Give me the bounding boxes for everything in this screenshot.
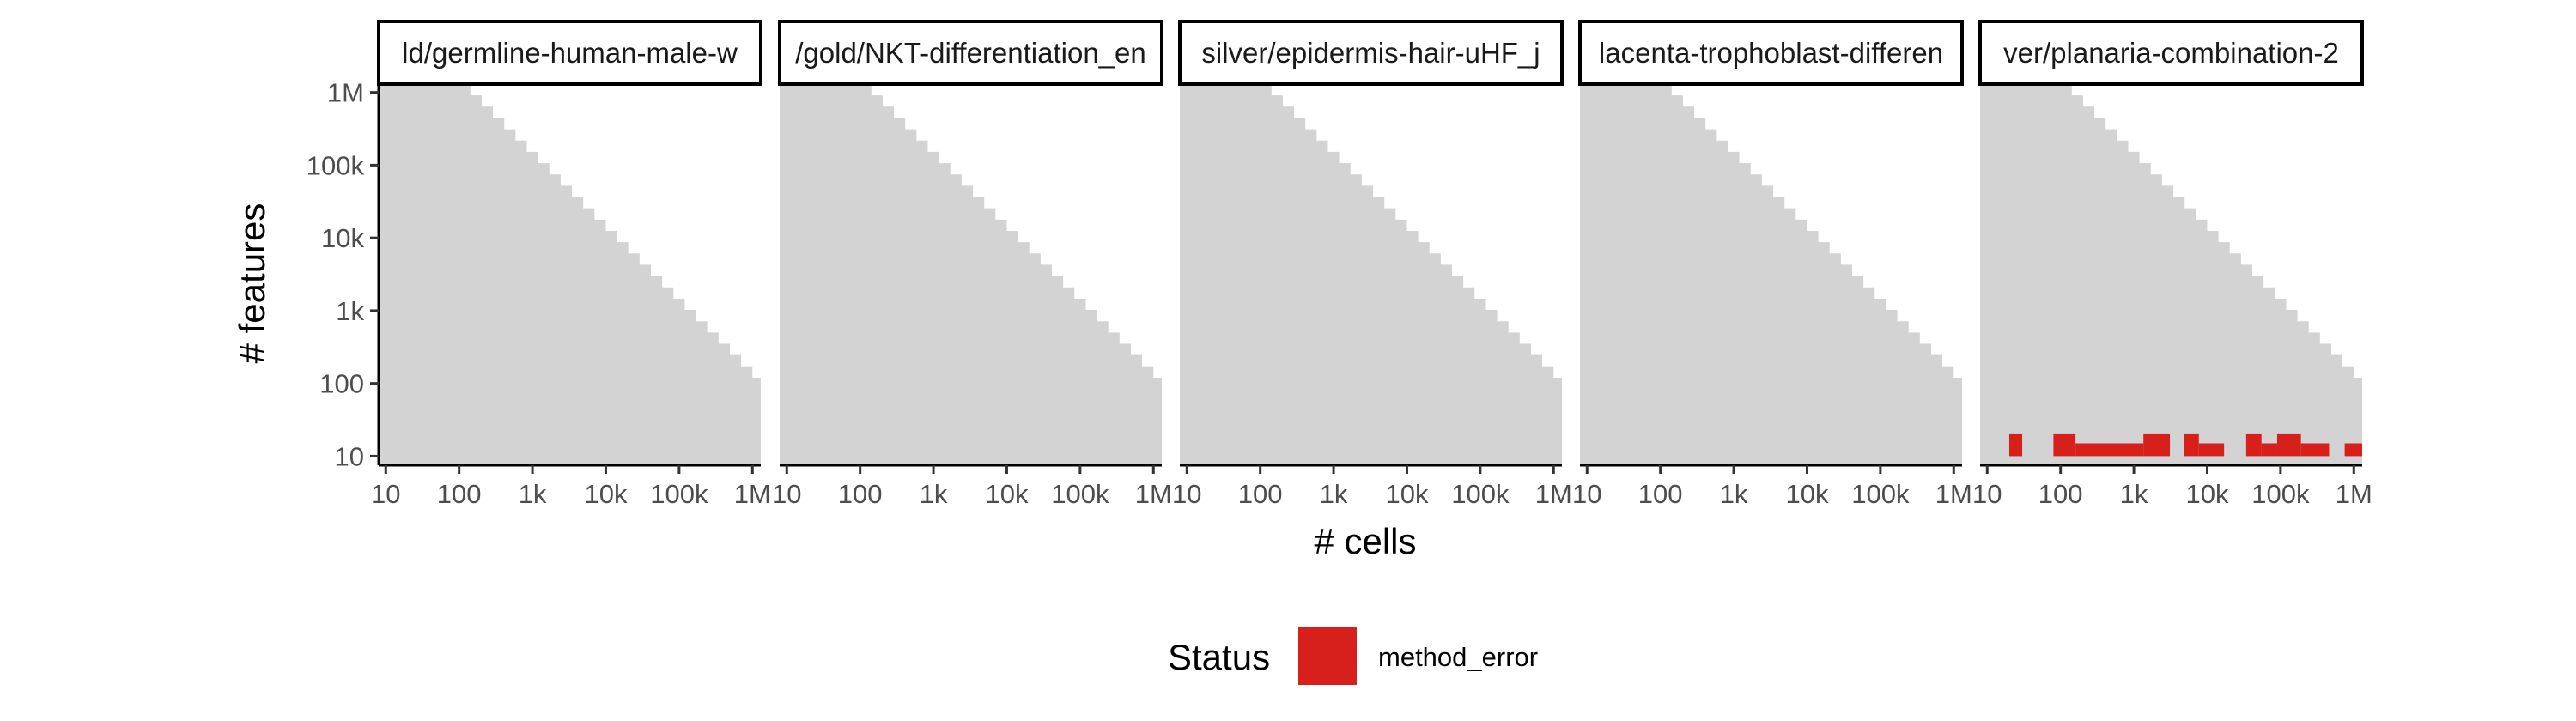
x-tick-label: 100 xyxy=(2038,479,2083,509)
x-tick-label: 1k xyxy=(519,479,547,509)
y-tick-label: 1k xyxy=(336,296,364,326)
facet-title: lacenta-trophoblast-differen xyxy=(1599,37,1943,69)
x-tick-label: 1k xyxy=(1320,479,1348,509)
facet-strip xyxy=(1578,20,1964,86)
x-tick-label: 1M xyxy=(2336,479,2372,509)
x-tick-label: 10k xyxy=(2185,479,2228,509)
status-cell-method-error xyxy=(2143,433,2171,457)
x-tick-label: 10 xyxy=(772,479,801,509)
facet-strip xyxy=(1978,20,2364,86)
facet-strip xyxy=(1178,20,1564,86)
status-cell-method-error xyxy=(2008,433,2023,457)
x-tick-label: 1M xyxy=(1935,479,1972,509)
legend-key-method-error xyxy=(1298,627,1357,685)
x-tick-label: 1M xyxy=(1535,479,1572,509)
status-cell-method-error xyxy=(2344,443,2362,457)
facet-panel: 10 100 1k 10k 100k 1M silver/epidermis-hair-uH… xyxy=(1172,20,1572,509)
x-tick-label: 100k xyxy=(1851,479,1910,509)
status-cell-method-error xyxy=(2184,433,2199,457)
x-tick-label: 10k xyxy=(1385,479,1428,509)
facet-title: ver/planaria-combination-2 xyxy=(2003,37,2339,69)
x-tick-label: 100k xyxy=(1051,479,1109,509)
x-tick-label: 10 xyxy=(1972,479,2002,509)
x-tick-label: 100 xyxy=(437,479,482,509)
facet-panel: 10 100 1k 10k 100k 1M lacenta-trophoblast-diff… xyxy=(1572,20,1972,509)
facet-title: ld/germline-human-male-w xyxy=(402,37,738,69)
evaluated-region xyxy=(1180,84,1562,465)
x-tick-label: 10k xyxy=(985,479,1028,509)
facet-panel: 10 100 1k 10k 100k 1M/gold/NKT-differentiatio… xyxy=(772,20,1172,509)
x-tick-label: 100k xyxy=(2251,479,2310,509)
facet-title: silver/epidermis-hair-uHF_j xyxy=(1201,37,1540,69)
y-tick-label: 1M xyxy=(327,78,364,108)
y-tick-label: 10k xyxy=(321,223,364,253)
status-cell-method-error xyxy=(2198,443,2225,457)
x-tick-label: 1M xyxy=(1135,479,1172,509)
x-tick-label: 100k xyxy=(650,479,708,509)
x-tick-label: 10 xyxy=(1172,479,1201,509)
legend-label-method-error: method_error xyxy=(1378,642,1538,672)
x-axis-title: # cells xyxy=(1314,521,1416,561)
status-cell-method-error xyxy=(2075,443,2144,457)
y-tick-label: 100 xyxy=(319,369,364,399)
evaluated-region xyxy=(1980,84,2362,465)
x-tick-label: 1M xyxy=(734,479,771,509)
evaluated-region xyxy=(780,84,1162,465)
status-cell-method-error xyxy=(2261,443,2277,457)
x-tick-label: 10k xyxy=(584,479,627,509)
y-tick-label: 10 xyxy=(335,441,364,471)
x-tick-label: 1k xyxy=(1720,479,1748,509)
x-tick-label: 100 xyxy=(1238,479,1283,509)
evaluated-region xyxy=(1580,84,1962,465)
x-tick-label: 10k xyxy=(1785,479,1828,509)
x-tick-label: 100k xyxy=(1451,479,1510,509)
status-cell-method-error xyxy=(2276,433,2301,457)
y-axis: 10 100 1k 10k 100k 1M xyxy=(307,78,380,471)
x-tick-label: 100 xyxy=(1638,479,1683,509)
facet-strip xyxy=(778,20,1163,86)
facet-panel: 10 100 1k 10k 100k 1M ver/planaria-combination… xyxy=(1972,20,2372,509)
x-tick-label: 100 xyxy=(838,479,883,509)
legend-title: Status xyxy=(1168,637,1270,677)
status-cell-method-error xyxy=(2300,443,2330,457)
x-tick-label: 10 xyxy=(1572,479,1601,509)
facet-title: /gold/NKT-differentiation_en xyxy=(795,37,1146,69)
legend: Status method_error xyxy=(1168,627,1538,685)
x-tick-label: 10 xyxy=(371,479,400,509)
y-tick-label: 100k xyxy=(307,150,365,180)
status-cell-method-error xyxy=(2245,433,2262,457)
status-cell-method-error xyxy=(2053,433,2076,457)
x-tick-label: 1k xyxy=(920,479,948,509)
facet-panel: 10 100 1k 10k 100k 1M ld/germline-human-male-w xyxy=(371,20,771,509)
x-tick-label: 1k xyxy=(2120,479,2148,509)
evaluated-region xyxy=(379,84,761,465)
facet-strip xyxy=(377,20,762,86)
panels-layer: 10 100 1k 10k 100k 1M ld/germline-human-male-w… xyxy=(371,20,2372,509)
y-axis-title: # features xyxy=(232,203,272,364)
